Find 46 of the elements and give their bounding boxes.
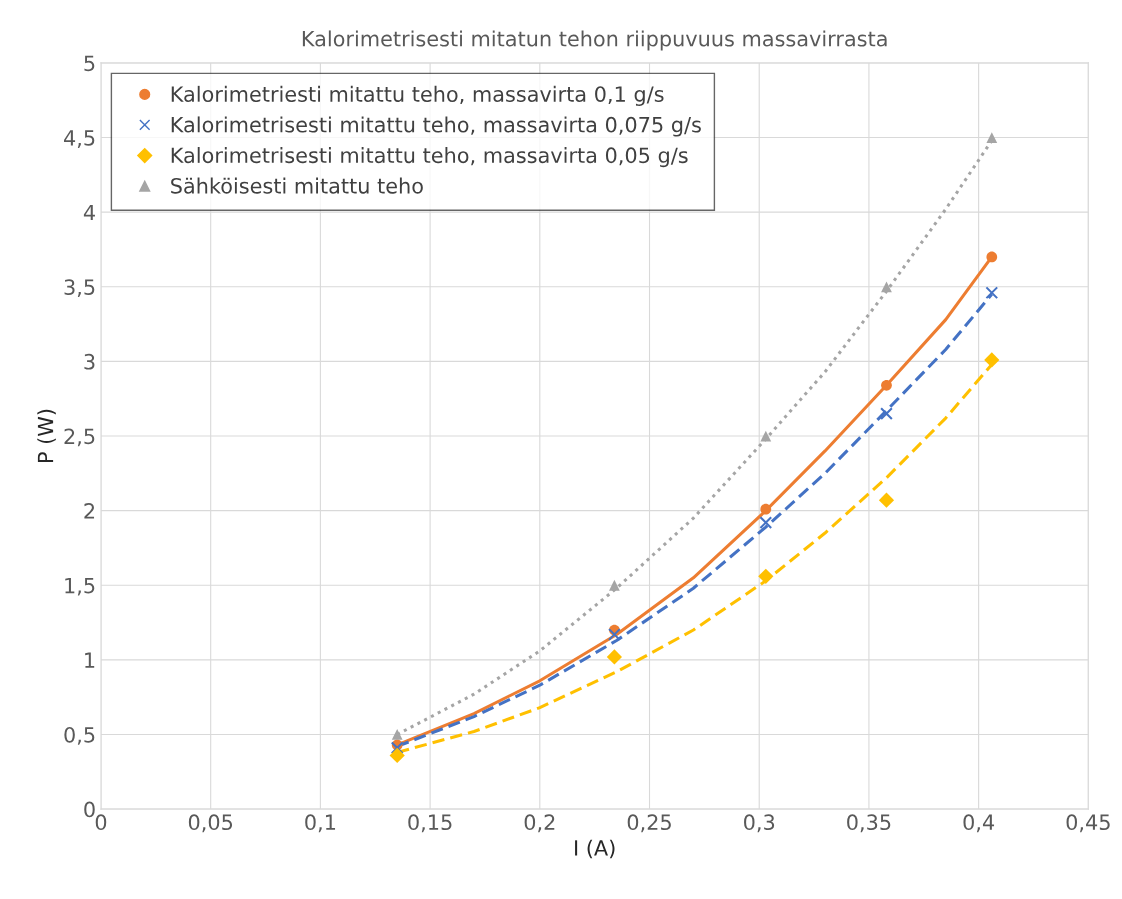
point [984, 352, 1000, 368]
x-tick-label: 0,35 [847, 814, 891, 833]
y-tick-label: 1 [85, 652, 95, 668]
point [878, 492, 895, 508]
point [389, 747, 405, 763]
x-tick-label: 0,15 [408, 814, 452, 833]
point [881, 281, 892, 293]
point [607, 628, 621, 641]
point [986, 251, 998, 263]
point [760, 430, 772, 442]
point [760, 503, 772, 515]
x-tick-label: 0,2 [524, 814, 555, 833]
x-tick-label: 0,05 [188, 814, 233, 833]
legend-label: Kalorimetrisesti mitattu teho, massavirta 0,05 g/s [171, 147, 688, 168]
point [986, 132, 998, 143]
chart-title: Kalorimetrisesti mitatun tehon riippuvuus massavirrasta [302, 30, 887, 51]
x-tick-label: 0,45 [1066, 814, 1110, 833]
point [759, 516, 773, 529]
point [609, 579, 620, 591]
x-tick-label: 0,4 [963, 814, 995, 833]
y-tick-label: 3,5 [64, 279, 95, 298]
point [881, 379, 892, 391]
y-tick-label: 2,5 [64, 428, 95, 447]
legend-label: Sähköisesti mitattu teho [171, 177, 423, 194]
y-tick-label: 3 [84, 353, 95, 370]
point [758, 568, 774, 584]
legend-label: Kalorimetrisesti mitattu teho, massavirta 0,075 g/s [171, 116, 701, 137]
x-tick-label: 0 [95, 814, 107, 831]
point [606, 649, 623, 665]
point [390, 741, 404, 755]
x-axis-title: I (A) [575, 839, 615, 859]
y-tick-label: 5 [84, 55, 95, 72]
y-tick-label: 4,5 [64, 130, 95, 148]
y-axis-title: P (W) [37, 409, 56, 462]
point [880, 407, 893, 421]
y-tick-label: 0 [84, 801, 95, 818]
y-tick-label: 1,5 [65, 577, 95, 596]
y-tick-label: 2 [84, 503, 95, 519]
y-tick-label: 0,5 [64, 726, 95, 745]
point [391, 729, 403, 740]
y-tick-label: 4 [83, 204, 95, 221]
x-tick-label: 0,1 [305, 814, 336, 833]
x-tick-label: 0,25 [627, 814, 671, 833]
point [985, 286, 999, 300]
legend-label: Kalorimetriesti mitattu teho, massavirta 0,1 g/s [171, 85, 664, 107]
x-tick-label: 0,3 [744, 814, 775, 833]
